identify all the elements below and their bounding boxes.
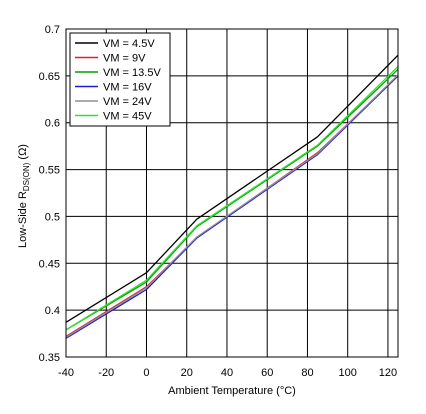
y-axis-label-main: Low-Side R — [17, 191, 29, 248]
plot-frame — [65, 28, 399, 358]
y-tick-label: 0.6 — [45, 118, 60, 130]
legend-label: VM = 45V — [103, 111, 152, 123]
legend-label: VM = 4.5V — [103, 38, 155, 50]
x-axis-label: Ambient Temperature (°C) — [168, 385, 296, 397]
legend-box — [69, 32, 171, 127]
series-group — [65, 54, 399, 339]
x-tick-labels: -40 -20 0 20 40 60 80 100 120 — [58, 367, 397, 379]
legend: VM = 4.5V VM = 9V VM = 13.5V VM = 16V VM = 2… — [69, 32, 171, 127]
y-axis-label-unit: (Ω) — [17, 144, 29, 163]
x-tick-label: 20 — [181, 367, 193, 379]
x-tick-label: 40 — [221, 367, 233, 379]
y-axis-label-subscript: DS(ON) — [22, 162, 31, 191]
x-tick-label: 0 — [143, 367, 149, 379]
series-line-4 — [65, 74, 399, 338]
y-tick-label: 0.55 — [39, 165, 60, 177]
legend-label: VM = 24V — [103, 96, 152, 108]
y-tick-label: 0.7 — [45, 24, 60, 36]
legend-label: VM = 13.5V — [103, 67, 161, 79]
x-tick-label: -40 — [58, 367, 74, 379]
x-tick-label: 120 — [379, 367, 397, 379]
x-tick-label: 60 — [261, 367, 273, 379]
y-tick-label: 0.35 — [39, 352, 60, 364]
y-axis-label: Low-Side RDS(ON) (Ω) — [17, 144, 31, 248]
x-tick-label: 80 — [301, 367, 313, 379]
series-line-5 — [65, 66, 399, 331]
series-line-0 — [65, 54, 399, 323]
y-tick-label: 0.65 — [39, 71, 60, 83]
x-tick-label: 100 — [339, 367, 357, 379]
x-tick-label: -20 — [98, 367, 114, 379]
series-line-3 — [65, 75, 399, 339]
y-tick-label: 0.45 — [39, 258, 60, 270]
y-tick-labels: 0.35 0.4 0.45 0.5 0.55 0.6 0.65 0.7 — [39, 24, 60, 364]
y-tick-label: 0.4 — [45, 305, 60, 317]
legend-label: VM = 9V — [103, 53, 146, 65]
legend-label: VM = 16V — [103, 82, 152, 94]
y-tick-label: 0.5 — [45, 211, 60, 223]
